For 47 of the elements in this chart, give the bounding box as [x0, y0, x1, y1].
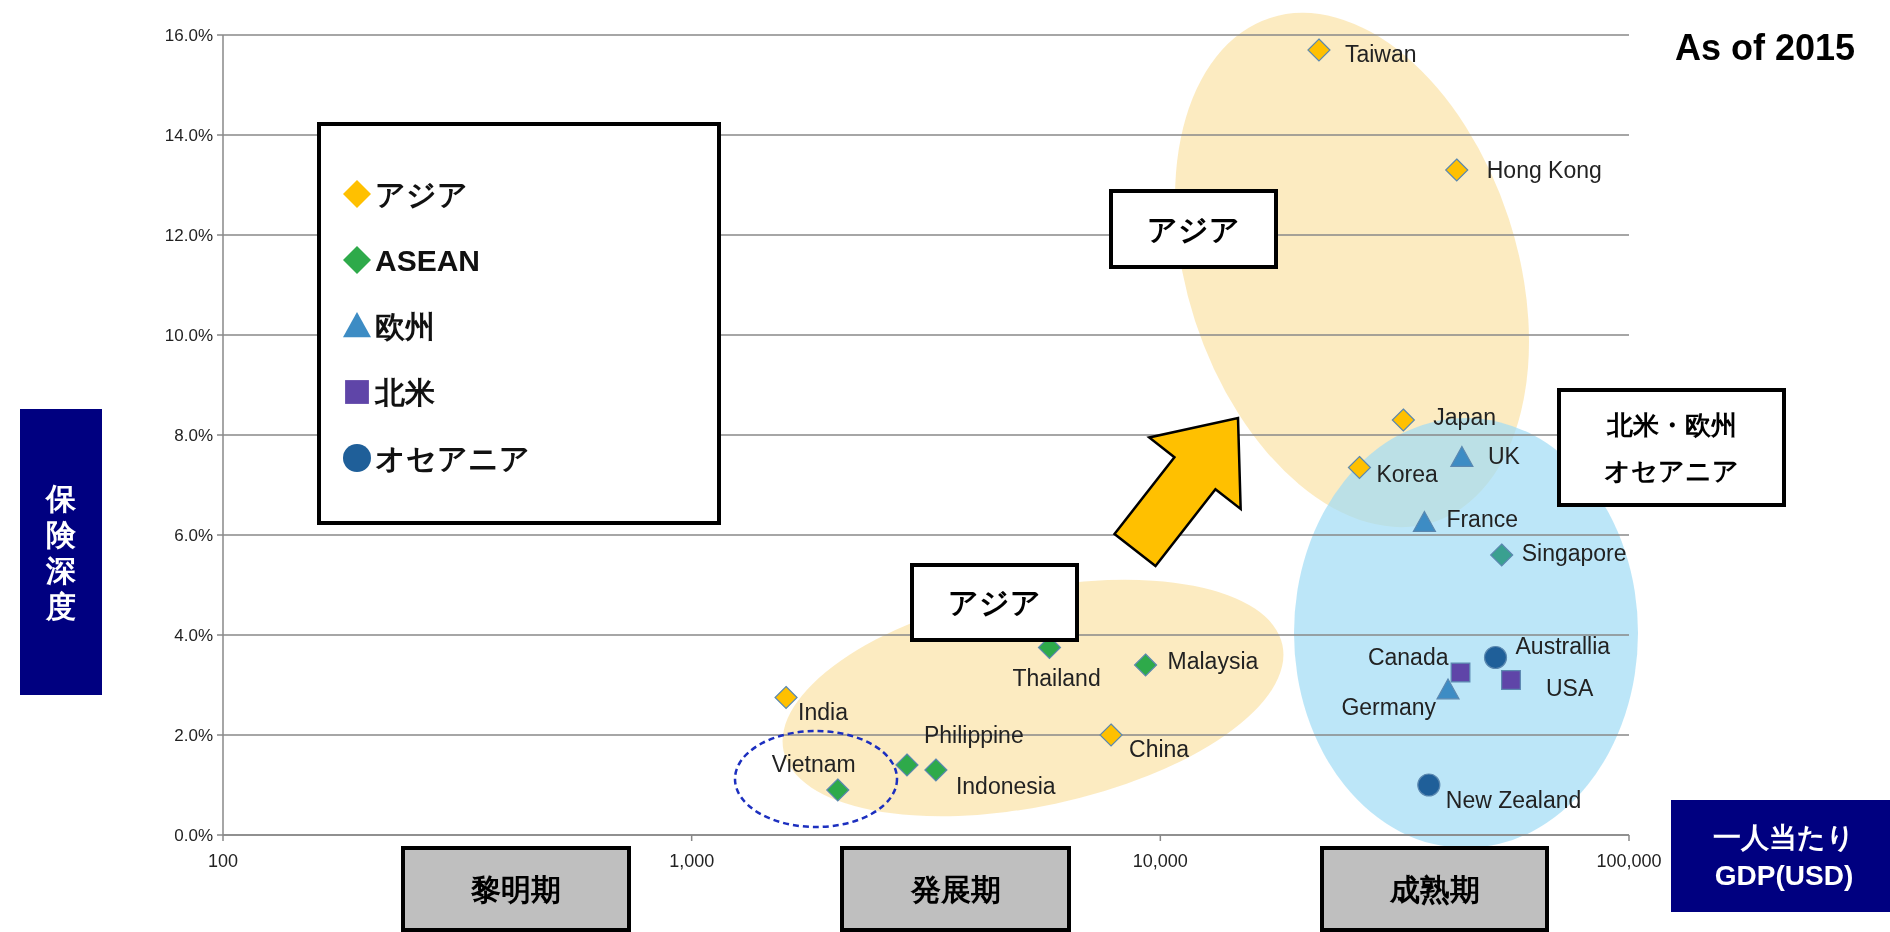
x-tick-label: 100,000 — [1596, 851, 1662, 871]
annotation: Korea — [1376, 460, 1439, 487]
annotation: USA — [1545, 675, 1594, 701]
x-axis-title: 一人当たり GDP(USD) — [1713, 821, 1855, 891]
annotation: Vietnam — [771, 751, 856, 777]
annotation: India — [798, 698, 849, 725]
annotation: New Zealand — [1445, 787, 1582, 813]
annotation: Australlia — [1515, 632, 1611, 659]
annotation: Hong Kong — [1486, 157, 1602, 183]
annotation: Japan — [1433, 404, 1497, 430]
annotation: Singapore — [1521, 540, 1627, 566]
y-tick-label: 14.0% — [164, 125, 213, 145]
annotation: 北米・欧州 — [1605, 410, 1737, 441]
legend-label: ASEAN — [375, 243, 481, 277]
text: 黎明期 — [470, 872, 561, 906]
y-tick-label: 10.0% — [164, 325, 213, 345]
text: 成熟期 — [1388, 872, 1480, 906]
text: As of 2015 — [1674, 27, 1855, 68]
legend-label: 北米 — [374, 375, 435, 409]
y-tick-label: 0.0% — [174, 825, 213, 845]
annotation: Canada — [1367, 643, 1449, 670]
y-tick-label: 6.0% — [174, 525, 213, 545]
annotation: China — [1129, 736, 1190, 762]
annotation: Taiwan — [1344, 41, 1417, 67]
legend-label: 欧州 — [375, 309, 435, 343]
x-tick-label: 10,000 — [1132, 851, 1188, 871]
annotation: アジア — [948, 586, 1041, 619]
annotation: Germany — [1341, 694, 1437, 720]
y-tick-label: 2.0% — [174, 725, 213, 745]
legend-label: オセアニア — [375, 441, 530, 475]
annotation: UK — [1487, 442, 1521, 469]
y-tick-label: 16.0% — [164, 25, 213, 45]
annotation: Indonesia — [955, 773, 1056, 799]
annotation: Malaysia — [1167, 648, 1259, 674]
annotation: France — [1446, 505, 1519, 532]
y-tick-label: 4.0% — [174, 625, 213, 645]
y-tick-label: 8.0% — [174, 425, 213, 445]
y-tick-label: 12.0% — [164, 225, 213, 245]
x-tick-label: 1,000 — [669, 851, 715, 871]
annotation: オセアニア — [1604, 455, 1739, 486]
annotation: アジア — [1147, 212, 1240, 246]
annotation: Philippine — [923, 722, 1024, 748]
legend-label: アジア — [375, 177, 468, 211]
text: 発展期 — [909, 872, 1001, 906]
annotation: Thailand — [1012, 664, 1101, 691]
y-axis-title: 保険深度 — [45, 481, 77, 623]
x-tick-label: 100 — [207, 851, 239, 871]
